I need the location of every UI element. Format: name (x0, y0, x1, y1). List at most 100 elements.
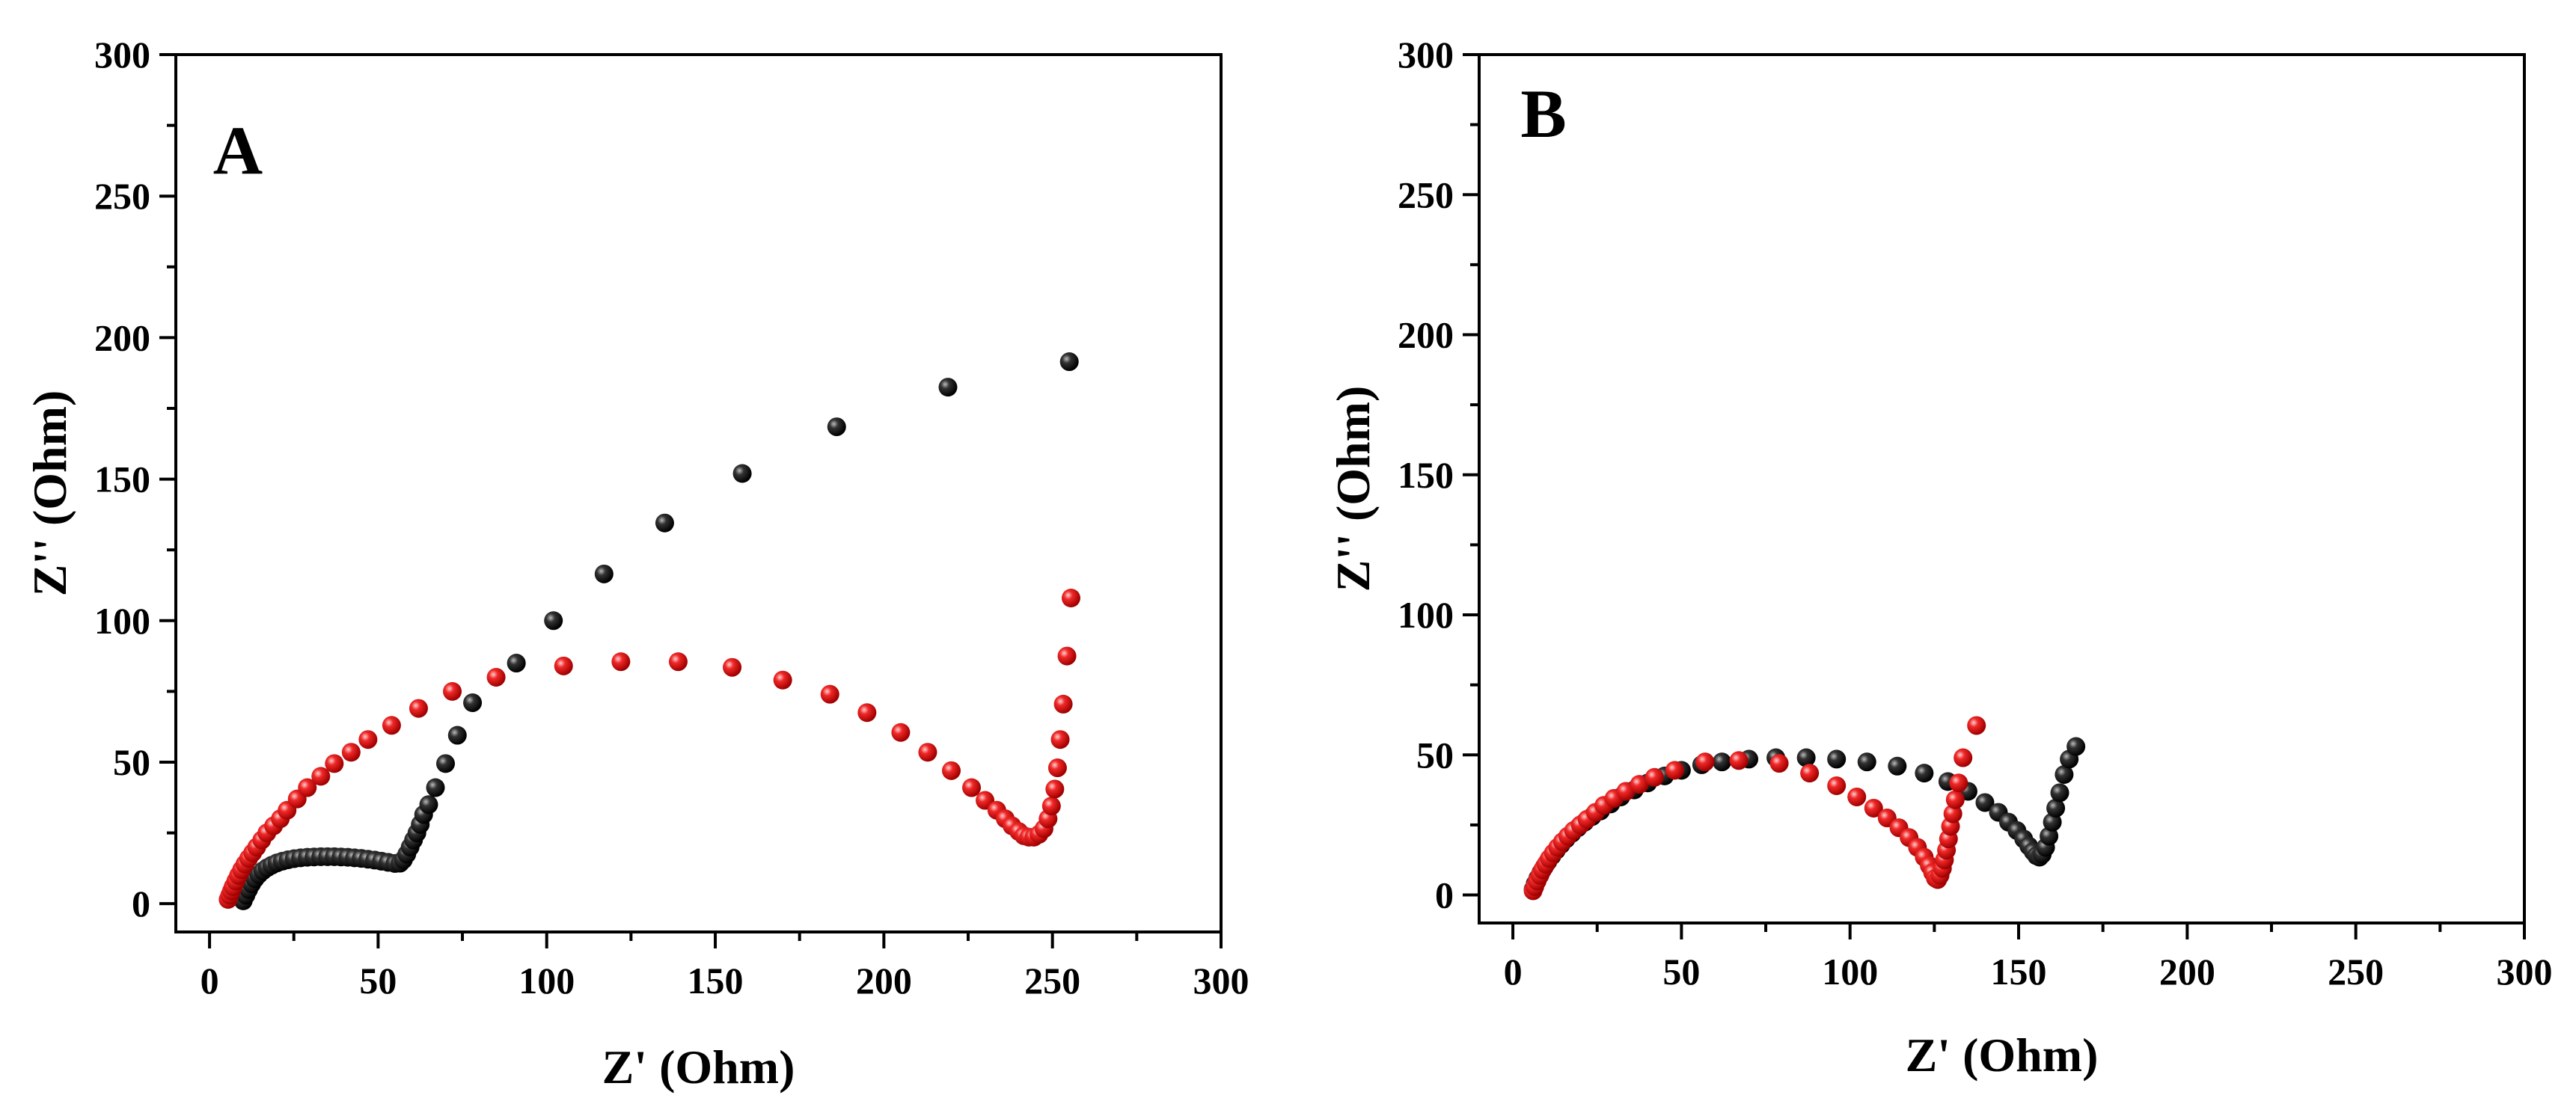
data-point (382, 716, 401, 735)
data-point (486, 667, 506, 687)
data-point (1665, 761, 1684, 780)
data-point (544, 611, 563, 631)
y-tick-label: 0 (132, 883, 150, 924)
data-point (1945, 790, 1965, 809)
data-point (820, 684, 839, 704)
data-point (857, 703, 877, 723)
data-series-2 (218, 589, 1080, 909)
y-tick-label: 150 (1398, 454, 1454, 496)
data-point (2050, 783, 2069, 803)
y-tick-label: 200 (94, 316, 150, 358)
x-tick-label: 50 (1662, 951, 1700, 993)
y-tick-label: 200 (1398, 314, 1454, 356)
y-axis-label: Z'' (Ohm) (23, 390, 76, 597)
data-point (1827, 776, 1847, 795)
data-point (1053, 694, 1073, 714)
y-tick-label: 50 (113, 741, 150, 783)
data-point (1769, 754, 1789, 773)
data-point (1057, 646, 1077, 666)
x-axis-label: Z' (Ohm) (602, 1040, 795, 1094)
y-tick-label: 0 (1435, 874, 1454, 916)
data-point (1050, 730, 1070, 749)
data-point (1888, 756, 1907, 776)
data-series-2 (1523, 716, 1986, 901)
x-tick-label: 200 (2159, 951, 2215, 993)
y-tick-label: 250 (94, 175, 150, 217)
data-point (1949, 773, 1968, 793)
x-tick-label: 150 (688, 960, 744, 1002)
data-point (1943, 804, 1962, 824)
data-point (668, 652, 688, 672)
data-point (463, 693, 483, 713)
data-point (1975, 793, 1995, 812)
data-point (1827, 749, 1847, 769)
data-point (611, 652, 631, 672)
data-point (1630, 775, 1649, 794)
y-tick-label: 300 (1398, 34, 1454, 76)
data-point (655, 513, 674, 533)
data-point (891, 723, 911, 742)
y-tick-label: 300 (94, 34, 150, 76)
data-point (2043, 812, 2062, 832)
y-tick-label: 100 (1398, 594, 1454, 636)
data-point (1954, 748, 1973, 767)
data-point (2055, 765, 2074, 785)
data-point (941, 761, 961, 780)
x-tick-label: 50 (359, 960, 397, 1002)
y-tick-label: 150 (94, 459, 150, 500)
data-point (1857, 752, 1876, 772)
data-point (1847, 787, 1867, 806)
data-point (1045, 779, 1065, 799)
y-axis-label: Z'' (Ohm) (1327, 386, 1380, 592)
data-point (1712, 752, 1731, 772)
data-point (507, 654, 526, 673)
data-point (419, 795, 438, 815)
data-point (436, 754, 456, 773)
data-point (1041, 797, 1061, 816)
data-point (1915, 764, 1934, 783)
panel-letter: B (1520, 76, 1566, 152)
x-tick-label: 0 (1504, 951, 1523, 993)
data-point (962, 778, 982, 797)
x-axis-label: Z' (Ohm) (1906, 1028, 2099, 1082)
data-point (358, 730, 378, 749)
x-tick-label: 300 (2497, 951, 2553, 993)
data-point (1800, 764, 1820, 783)
data-point (1864, 798, 1883, 818)
data-point (409, 699, 428, 718)
plot-frame (174, 53, 1223, 933)
data-point (723, 657, 742, 677)
data-point (938, 378, 958, 397)
data-point (773, 670, 792, 690)
x-tick-label: 300 (1193, 960, 1249, 1002)
data-point (341, 743, 361, 762)
x-tick-label: 200 (856, 960, 912, 1002)
data-point (1729, 751, 1749, 770)
data-point (1695, 752, 1715, 772)
data-point (2046, 798, 2066, 818)
data-point (732, 464, 752, 483)
data-point (311, 767, 331, 786)
chart-panel-a: 0 50 100 150 200 250 300 0 50 100 150 200 250 300 Z' (… (23, 34, 1249, 1094)
panel-letter: A (213, 112, 263, 188)
data-series-1 (233, 352, 1079, 910)
x-tick-label: 100 (1822, 951, 1878, 993)
data-point (2066, 737, 2086, 756)
data-series-1 (1523, 737, 2086, 899)
data-point (1796, 748, 1816, 767)
data-point (443, 681, 462, 701)
y-tick-label: 100 (94, 600, 150, 642)
data-point (298, 778, 317, 797)
x-tick-label: 0 (201, 960, 219, 1002)
plot-frame (1478, 53, 2526, 924)
data-point (1061, 589, 1080, 608)
data-point (426, 778, 445, 797)
y-tick-label: 50 (1416, 734, 1454, 776)
data-point (554, 656, 573, 675)
y-tick-label: 250 (1398, 174, 1454, 215)
x-tick-label: 150 (1991, 951, 2047, 993)
data-point (1967, 716, 1986, 735)
x-tick-label: 100 (518, 960, 575, 1002)
data-point (827, 417, 846, 437)
